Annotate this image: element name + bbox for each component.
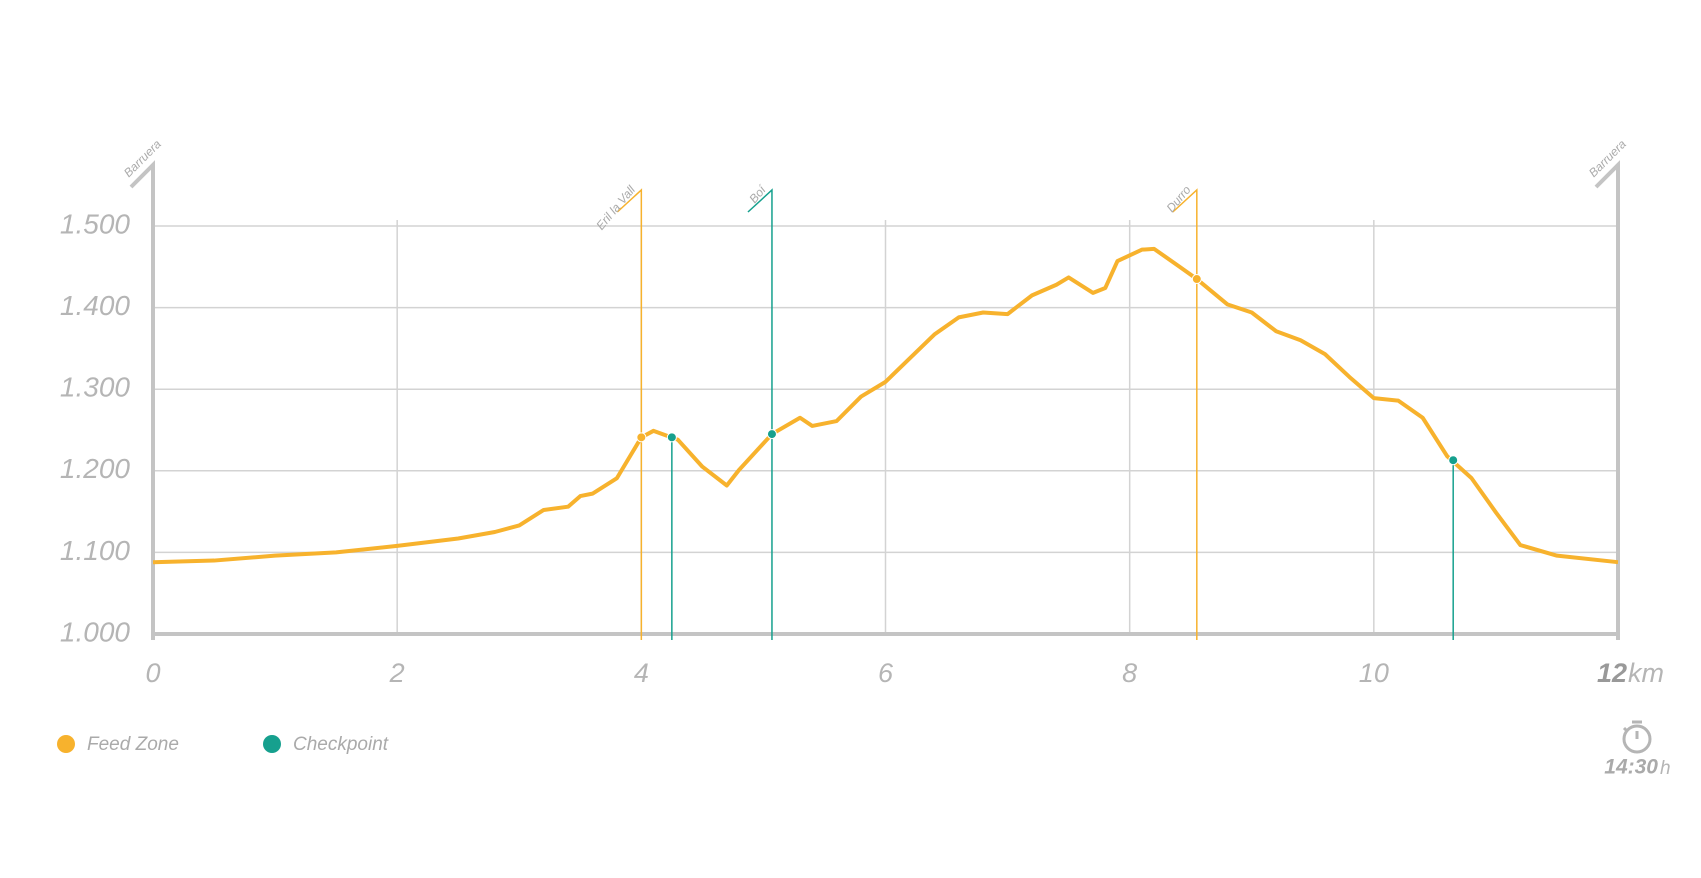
duration: 14:30 <box>1604 756 1658 779</box>
endpoint-flag <box>129 160 155 640</box>
marker-flag <box>747 188 773 640</box>
marker-dot <box>666 432 677 443</box>
y-tick-label: 1.300 <box>60 372 130 403</box>
legend-swatch <box>57 735 75 753</box>
y-tick-label: 1.000 <box>60 616 130 647</box>
x-tick-label: 12 <box>1597 658 1627 688</box>
y-tick-label: 1.100 <box>60 535 130 566</box>
legend-label: Feed Zone <box>87 734 179 755</box>
endpoint-flag <box>1594 160 1620 640</box>
elevation-line <box>152 246 1619 565</box>
x-unit: km <box>1628 658 1664 688</box>
marker-flag <box>616 188 643 640</box>
marker-dot <box>766 429 777 440</box>
marker-label: Eril la Vall <box>593 183 638 233</box>
legend-swatch <box>263 735 281 753</box>
marker-dot <box>1448 455 1459 466</box>
marker-dot <box>1191 274 1202 285</box>
marker-flag <box>1172 188 1198 640</box>
legend-label: Checkpoint <box>293 734 389 755</box>
duration-unit: h <box>1660 758 1671 779</box>
y-tick-label: 1.400 <box>60 290 130 321</box>
x-tick-label: 2 <box>389 658 405 688</box>
x-tick-label: 8 <box>1122 658 1137 688</box>
marker-label: Boí <box>746 182 769 206</box>
marker-label: Durro <box>1164 183 1194 215</box>
timer-icon <box>1622 720 1652 754</box>
x-tick-label: 10 <box>1359 658 1389 688</box>
x-tick-label: 0 <box>145 658 160 688</box>
y-tick-label: 1.200 <box>60 453 130 484</box>
x-tick-label: 4 <box>634 658 649 688</box>
marker-dot <box>636 432 647 443</box>
x-tick-label: 6 <box>878 658 894 688</box>
y-tick-label: 1.500 <box>60 208 130 239</box>
